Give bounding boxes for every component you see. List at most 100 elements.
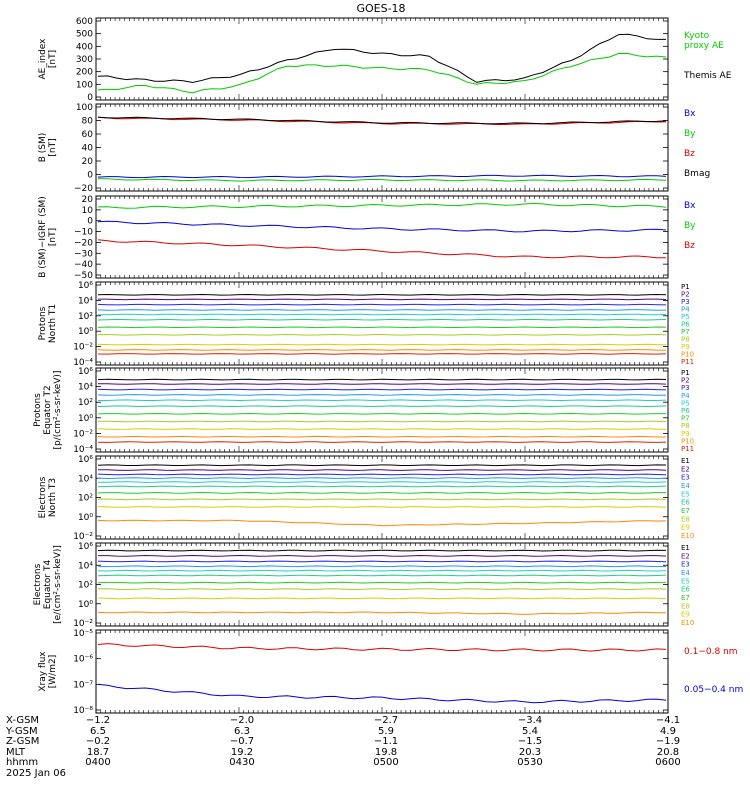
legend-entry: Bz	[684, 241, 695, 251]
y-tick-label: 100	[76, 80, 93, 90]
y-axis-label: AE_index	[38, 38, 48, 80]
legend-entry: P5	[681, 399, 690, 407]
series-line	[97, 333, 667, 336]
legend-entry: P8	[681, 336, 690, 344]
y-axis-label: North T1	[48, 304, 58, 343]
legend-entry: 0.05−0.4 nm	[684, 685, 743, 695]
footer-label: Y-GSM	[6, 725, 38, 737]
legend-entry: By	[684, 129, 696, 139]
y-axis-label: North T3	[48, 478, 58, 517]
legend-entry: Bz	[684, 149, 695, 159]
y-axis-label: B (SM)	[38, 133, 48, 163]
legend-entry: E6	[681, 586, 690, 594]
series-line	[97, 569, 667, 572]
series-line	[97, 549, 667, 552]
series-line	[97, 498, 667, 501]
y-tick-label: −50	[74, 271, 93, 281]
panel-frame	[95, 367, 669, 453]
legend-entry: P3	[681, 384, 690, 392]
y-tick-label: 10⁰	[78, 414, 93, 424]
y-axis-label: [e/(cm²-s-sr-keV)]	[53, 545, 63, 624]
series-line	[97, 611, 667, 615]
footer-row-hhmm: hhmm 0400 0430 0500 0530 0600	[6, 758, 746, 769]
legend-entry: E2	[681, 465, 690, 473]
footer-value: 20.8	[656, 746, 680, 758]
y-axis-label: Protons	[33, 393, 43, 427]
legend-entry: E7	[681, 594, 690, 602]
footer-value: 6.5	[90, 725, 106, 737]
footer-value: 0430	[229, 757, 255, 769]
footer-value: −2.0	[229, 715, 255, 726]
series-line	[97, 485, 667, 488]
legend-entry: E8	[681, 602, 690, 610]
series-line	[97, 318, 667, 321]
y-tick-label: 400	[76, 42, 93, 52]
footer-value: −0.2	[85, 736, 111, 748]
legend-entry: P9	[681, 430, 690, 438]
footer-value: 19.2	[230, 746, 254, 758]
footer-value: −1.2	[85, 715, 111, 726]
series-line	[97, 581, 666, 584]
legend-entry: P6	[681, 407, 690, 415]
footer-label: MLT	[6, 746, 25, 758]
series-line	[97, 435, 666, 438]
y-tick-label: 10	[82, 206, 94, 216]
footer-value: −4.1	[655, 715, 681, 726]
y-tick-label: 500	[76, 30, 93, 40]
y-axis-label: [nT]	[48, 228, 58, 246]
chart-title: GOES-18	[356, 2, 405, 15]
footer-value: 6.3	[234, 725, 250, 737]
series-line	[97, 560, 667, 563]
y-tick-label: 10⁻⁶	[73, 655, 93, 665]
y-axis-label: [nT]	[48, 138, 58, 156]
y-tick-label: 10⁶	[78, 455, 93, 465]
legend-entry: By	[684, 221, 696, 231]
y-axis-label: Xray flux	[38, 651, 48, 692]
legend-entry: E1	[681, 457, 690, 465]
series-line	[97, 378, 667, 381]
legend-entry: Kyoto	[684, 31, 710, 41]
legend-entry: P4	[681, 392, 690, 400]
legend-entry: E9	[681, 524, 690, 532]
series-line	[97, 519, 667, 527]
series-line	[97, 349, 667, 351]
series-line	[97, 303, 667, 306]
series-line	[97, 52, 667, 94]
series-line	[97, 464, 667, 467]
series-line	[98, 399, 667, 402]
panel-frame	[95, 629, 669, 714]
panel-frame	[95, 17, 669, 101]
legend-entry: P2	[681, 291, 690, 299]
footer-value: 0500	[373, 757, 399, 769]
y-tick-label: 10²	[78, 494, 93, 504]
series-line	[97, 643, 667, 652]
series-line	[97, 394, 667, 396]
y-tick-label: 20	[82, 195, 94, 205]
y-tick-label: 10⁴	[78, 296, 93, 306]
y-tick-label: 0	[87, 171, 93, 181]
legend-entry: E7	[681, 507, 690, 515]
footer-value: −2.7	[373, 715, 399, 726]
legend-entry: Bx	[684, 109, 696, 119]
legend-entry: P9	[681, 343, 690, 351]
series-line	[97, 309, 667, 311]
y-tick-label: 100	[76, 103, 93, 113]
legend-entry: 0.1−0.8 nm	[684, 647, 738, 657]
legend-entry: P2	[681, 377, 690, 385]
y-tick-label: 10⁻²	[73, 619, 93, 629]
y-tick-label: 10⁻⁴	[73, 445, 93, 455]
footer-value: 0600	[655, 757, 681, 769]
series-line	[97, 220, 667, 233]
series-line	[98, 481, 667, 483]
series-line	[97, 683, 667, 704]
legend-entry: E5	[681, 490, 690, 498]
y-tick-label: 80	[82, 117, 94, 127]
series-line	[97, 239, 667, 259]
legend-entry: E4	[681, 569, 690, 577]
legend-entry: E6	[681, 499, 690, 507]
y-tick-label: 200	[76, 68, 93, 78]
y-tick-label: 300	[76, 55, 93, 65]
series-line	[97, 574, 667, 577]
legend-entry: P4	[681, 306, 690, 314]
footer-value: −1.1	[373, 736, 399, 748]
